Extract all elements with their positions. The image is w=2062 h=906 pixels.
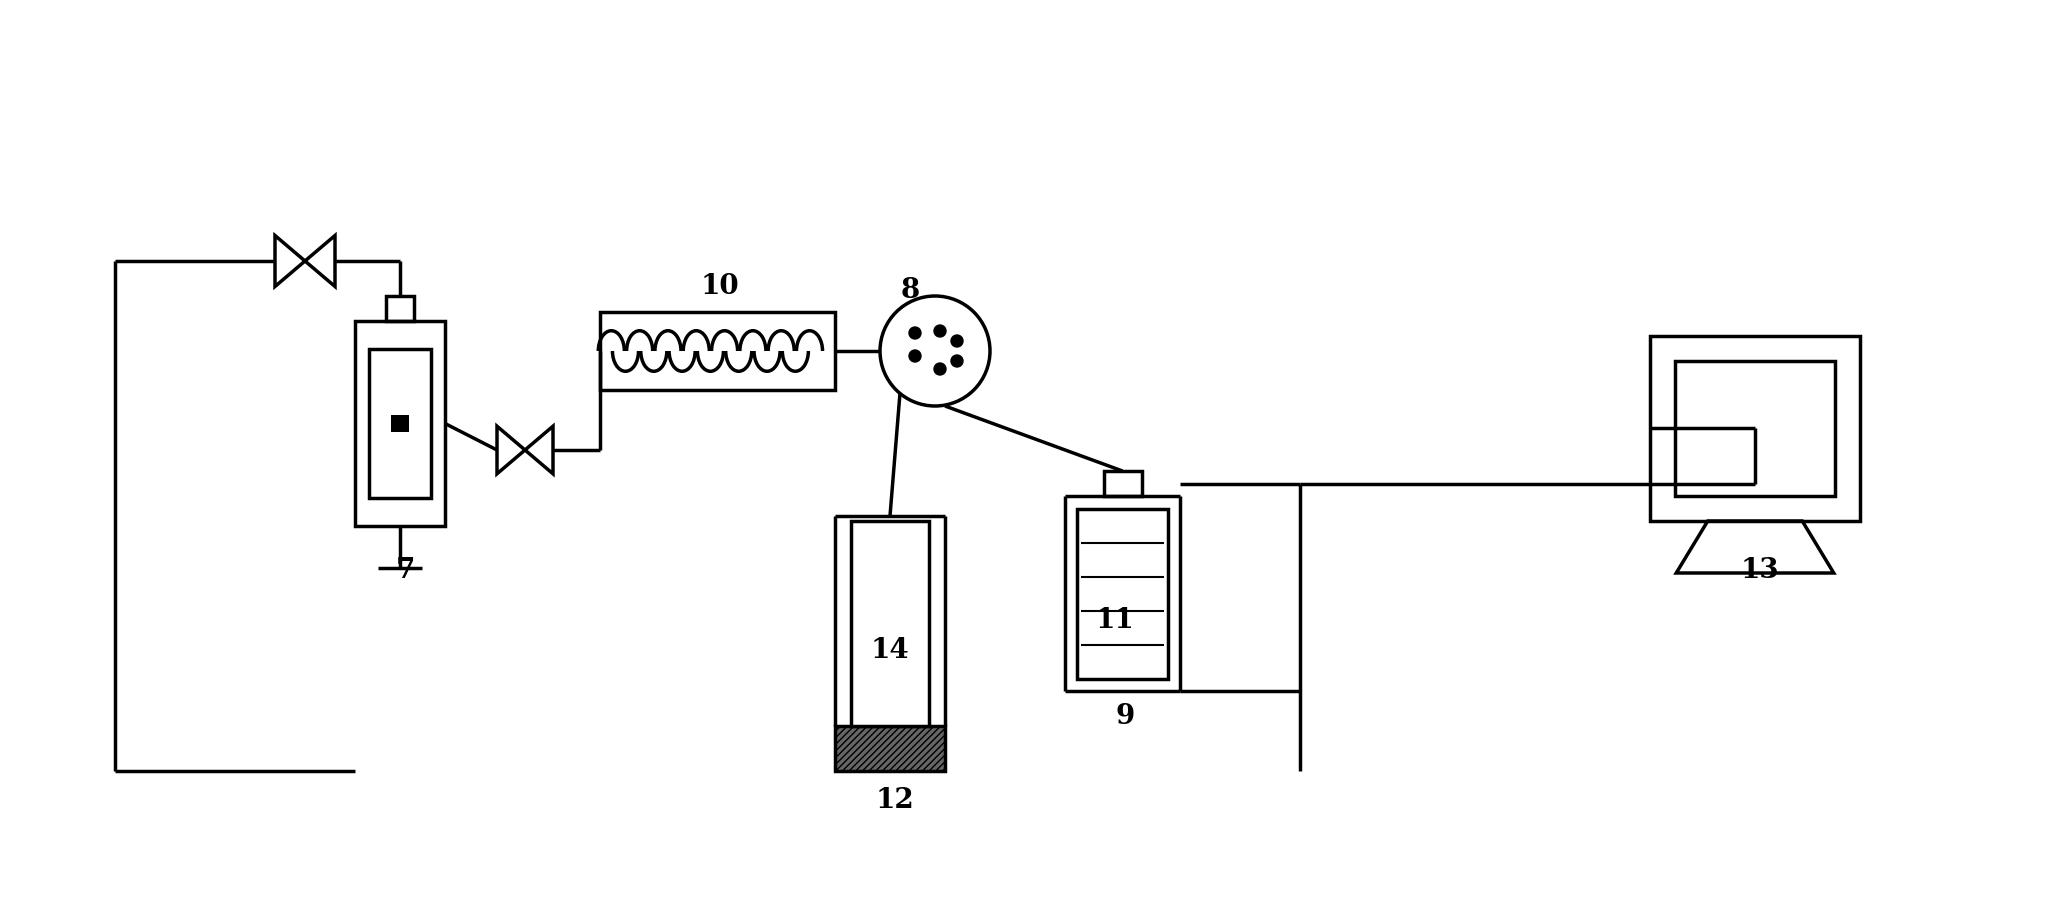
Bar	[1103, 471, 1142, 496]
Bar	[1076, 509, 1167, 679]
Bar	[600, 312, 835, 390]
Text: 11: 11	[1095, 608, 1134, 634]
Circle shape	[934, 363, 946, 375]
Text: 9: 9	[1116, 702, 1134, 729]
Circle shape	[951, 355, 963, 367]
Bar	[386, 296, 414, 321]
Bar	[1674, 361, 1835, 496]
Text: 13: 13	[1740, 557, 1780, 584]
Bar	[1650, 336, 1860, 521]
Bar	[835, 726, 944, 771]
Text: 8: 8	[901, 277, 920, 304]
Bar	[852, 521, 930, 726]
Circle shape	[909, 350, 922, 362]
Text: 7: 7	[396, 557, 414, 584]
Circle shape	[909, 327, 922, 339]
Text: 10: 10	[701, 273, 740, 300]
Bar	[392, 415, 408, 432]
Text: 14: 14	[870, 638, 909, 664]
Circle shape	[951, 335, 963, 347]
Bar	[355, 321, 445, 526]
Circle shape	[934, 325, 946, 337]
Text: 12: 12	[876, 787, 913, 814]
Bar	[369, 349, 431, 498]
